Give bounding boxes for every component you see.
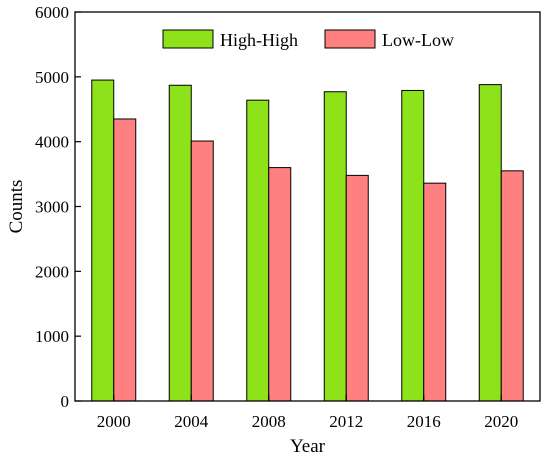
x-tick-label: 2000 bbox=[97, 412, 131, 431]
bar-low-low-2000 bbox=[113, 118, 137, 402]
bar-low-low-2004 bbox=[190, 140, 214, 402]
x-tick-label: 2012 bbox=[329, 412, 363, 431]
bar-high-high-2020 bbox=[478, 84, 502, 402]
legend-label: High-High bbox=[220, 30, 298, 50]
bar-high-high-2008 bbox=[246, 99, 270, 402]
y-tick-label: 6000 bbox=[35, 3, 69, 22]
x-tick-label: 2008 bbox=[252, 412, 286, 431]
x-axis: 2000 2004 2008 2012 2016 2020 bbox=[97, 395, 518, 431]
x-axis-title: Year bbox=[290, 436, 326, 457]
legend-swatch-high-high bbox=[162, 29, 214, 49]
y-tick-label: 5000 bbox=[35, 68, 69, 87]
y-axis-title: Counts bbox=[6, 180, 27, 234]
y-tick-label: 2000 bbox=[35, 262, 69, 281]
y-tick-label: 1000 bbox=[35, 327, 69, 346]
y-tick-label: 3000 bbox=[35, 198, 69, 217]
y-axis: 0 1000 2000 3000 4000 5000 6000 bbox=[35, 3, 81, 411]
bar-low-low-2008 bbox=[268, 167, 292, 402]
bar-low-low-2012 bbox=[345, 174, 369, 402]
bar-low-low-2016 bbox=[423, 182, 447, 402]
legend-label: Low-Low bbox=[382, 30, 454, 50]
bars-layer bbox=[91, 79, 524, 402]
plot-frame bbox=[74, 11, 541, 402]
x-tick-label: 2020 bbox=[484, 412, 518, 431]
y-tick-label: 0 bbox=[61, 392, 70, 411]
bar-low-low-2020 bbox=[500, 170, 524, 402]
legend-swatch-low-low bbox=[324, 29, 376, 49]
x-tick-label: 2016 bbox=[407, 412, 441, 431]
legend: High-High Low-Low bbox=[162, 29, 454, 50]
y-tick-label: 4000 bbox=[35, 133, 69, 152]
x-tick-label: 2004 bbox=[174, 412, 209, 431]
bar-high-high-2012 bbox=[323, 91, 347, 402]
bar-high-high-2000 bbox=[91, 79, 115, 402]
bar-high-high-2016 bbox=[401, 89, 425, 402]
bar-high-high-2004 bbox=[168, 84, 192, 402]
